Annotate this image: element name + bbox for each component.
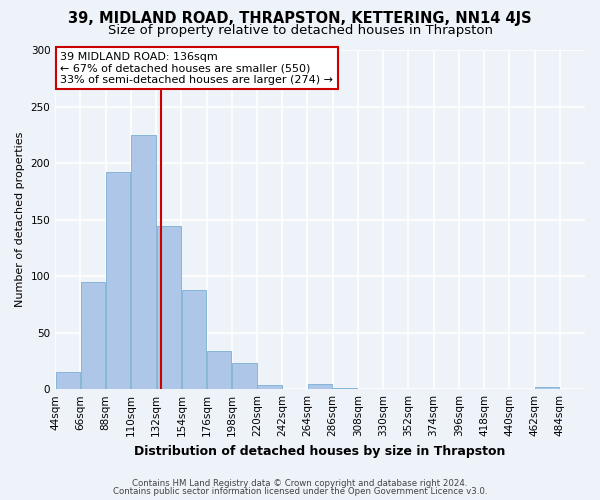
Text: 39, MIDLAND ROAD, THRAPSTON, KETTERING, NN14 4JS: 39, MIDLAND ROAD, THRAPSTON, KETTERING, … — [68, 11, 532, 26]
Text: Contains public sector information licensed under the Open Government Licence v3: Contains public sector information licen… — [113, 488, 487, 496]
Bar — [207, 350, 232, 389]
Text: Contains HM Land Registry data © Crown copyright and database right 2024.: Contains HM Land Registry data © Crown c… — [132, 479, 468, 488]
Y-axis label: Number of detached properties: Number of detached properties — [15, 132, 25, 308]
Bar — [81, 282, 105, 389]
Bar — [157, 226, 181, 389]
Bar — [106, 172, 130, 389]
Bar — [257, 384, 282, 389]
Text: Size of property relative to detached houses in Thrapston: Size of property relative to detached ho… — [107, 24, 493, 37]
Bar — [308, 384, 332, 389]
Bar — [56, 372, 80, 389]
Bar — [333, 388, 358, 389]
Bar — [535, 387, 559, 389]
X-axis label: Distribution of detached houses by size in Thrapston: Distribution of detached houses by size … — [134, 444, 506, 458]
Bar — [232, 363, 257, 389]
Text: 39 MIDLAND ROAD: 136sqm
← 67% of detached houses are smaller (550)
33% of semi-d: 39 MIDLAND ROAD: 136sqm ← 67% of detache… — [61, 52, 334, 85]
Bar — [182, 290, 206, 389]
Bar — [131, 135, 155, 389]
